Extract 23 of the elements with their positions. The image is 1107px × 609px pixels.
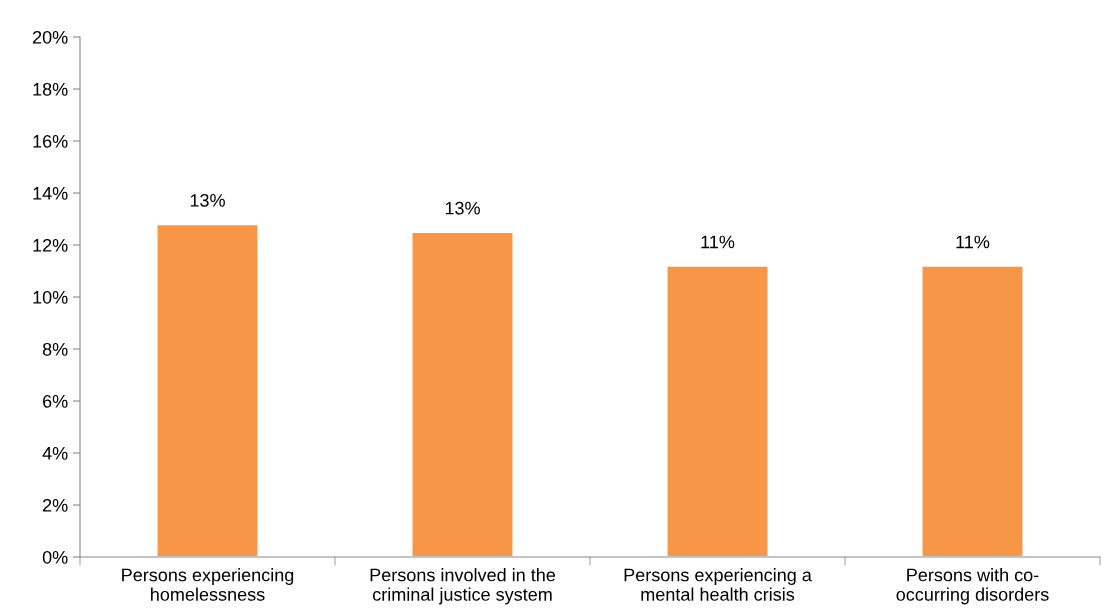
y-tick-label: 4%	[42, 447, 68, 460]
y-tick-label: 14%	[33, 187, 68, 200]
data-label: 13%	[445, 201, 480, 215]
y-tick-label: 8%	[42, 342, 68, 356]
y-tick-label: 2%	[43, 498, 68, 512]
x-tick-label: Persons experiencing homelessness	[122, 568, 294, 601]
y-tick-label: 18%	[33, 82, 68, 96]
x-tick-label: Persons with co- occurring disorders	[896, 568, 1049, 605]
y-tick-label: 10%	[33, 290, 68, 304]
y-tick-label: 0%	[42, 550, 68, 564]
bar	[410, 230, 515, 557]
data-label: 13%	[190, 193, 225, 207]
data-label: 11%	[701, 235, 735, 249]
bar	[665, 264, 770, 557]
bar	[155, 223, 260, 557]
data-label: 11%	[956, 235, 990, 249]
y-tick-label: 12%	[33, 238, 68, 252]
bar	[920, 264, 1025, 557]
x-tick-label: Persons involved in the criminal justice system	[370, 568, 556, 605]
y-tick-label: 16%	[33, 134, 68, 148]
x-tick-label: Persons experiencing a mental health crisis	[624, 568, 812, 601]
y-tick-label: 6%	[43, 394, 68, 408]
y-tick-label: 20%	[32, 30, 68, 44]
